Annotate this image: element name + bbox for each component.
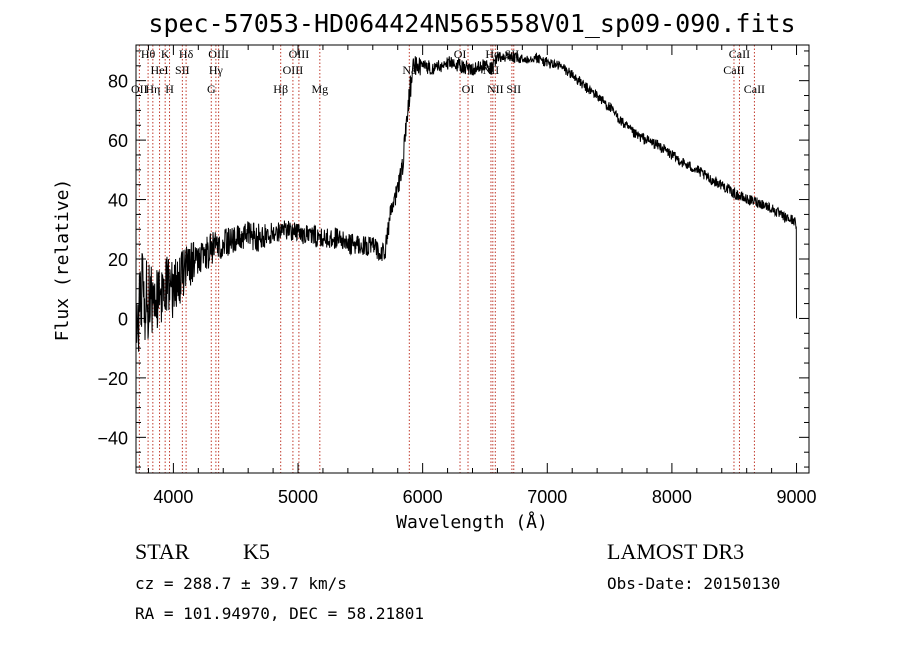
- spectral-line-label: G: [207, 82, 216, 96]
- x-axis-label: Wavelength (Å): [396, 511, 548, 533]
- survey-name: LAMOST DR3: [607, 539, 744, 564]
- x-tick-label: 5000: [278, 487, 318, 507]
- object-subclass: K5: [243, 539, 270, 564]
- spectral-line-label: CaII: [729, 47, 750, 61]
- spectral-line-label: HeI: [151, 63, 169, 77]
- spectral-line-label: OI: [454, 47, 467, 61]
- spectral-line-label: K: [161, 47, 170, 61]
- spectral-line-label: Hγ: [209, 63, 224, 77]
- spectral-line-label: H: [165, 82, 174, 96]
- chart-title: spec-57053-HD064424N565558V01_sp09-090.f…: [148, 9, 795, 38]
- obs-date: Obs-Date: 20150130: [607, 574, 780, 593]
- y-axis-label: Flux (relative): [52, 179, 73, 342]
- x-tick-label: 4000: [153, 487, 193, 507]
- y-tick-label: 40: [108, 191, 128, 211]
- y-tick-label: −40: [97, 428, 128, 448]
- spectral-line-label: Mg: [311, 82, 328, 96]
- spectral-line-label: SII: [175, 63, 190, 77]
- spectral-line-label: CaII: [744, 82, 765, 96]
- x-tick-label: 7000: [527, 487, 567, 507]
- spectrum-line: [135, 51, 797, 352]
- spectral-line-label: Hα: [485, 47, 501, 61]
- spectral-line-label: OII: [131, 82, 148, 96]
- y-tick-label: −20: [97, 369, 128, 389]
- spectral-line-label: NII: [487, 82, 504, 96]
- plot-frame: [135, 44, 810, 474]
- spectral-line-label: Hδ: [179, 47, 194, 61]
- spectral-line-label: NII: [483, 63, 500, 77]
- x-tick-label: 9000: [777, 487, 817, 507]
- spectral-line-label: SII: [506, 82, 521, 96]
- spectral-line-label: OI: [462, 82, 475, 96]
- x-tick-label: 6000: [403, 487, 443, 507]
- spectral-line-label: Hη: [145, 82, 160, 96]
- spectral-line-label: OIII: [283, 63, 304, 77]
- spectral-line-label: Hβ: [273, 82, 288, 96]
- spectral-line-label: Hθ: [141, 47, 156, 61]
- coordinates: RA = 101.94970, DEC = 58.21801: [135, 604, 424, 623]
- spectral-line-labels: OIIHθHηHeIKHSIIHδGHγOIIIHβOIIIOIIIMgNaOI…: [131, 47, 765, 96]
- spectral-line-label: Na: [402, 63, 417, 77]
- y-tick-label: 80: [108, 72, 128, 92]
- y-tick-label: 0: [118, 309, 128, 329]
- spectral-line-label: CaII: [723, 63, 744, 77]
- spectral-line-label: OIII: [289, 47, 310, 61]
- spectral-line-markers: [138, 45, 755, 473]
- x-tick-label: 8000: [652, 487, 692, 507]
- y-tick-label: 20: [108, 250, 128, 270]
- spectral-line-label: SII: [505, 47, 520, 61]
- spectral-line-label: OIII: [208, 47, 229, 61]
- y-tick-label: 60: [108, 131, 128, 151]
- object-class: STAR: [135, 539, 190, 564]
- redshift-velocity: cz = 288.7 ± 39.7 km/s: [135, 574, 347, 593]
- axis-ticks: [136, 45, 809, 473]
